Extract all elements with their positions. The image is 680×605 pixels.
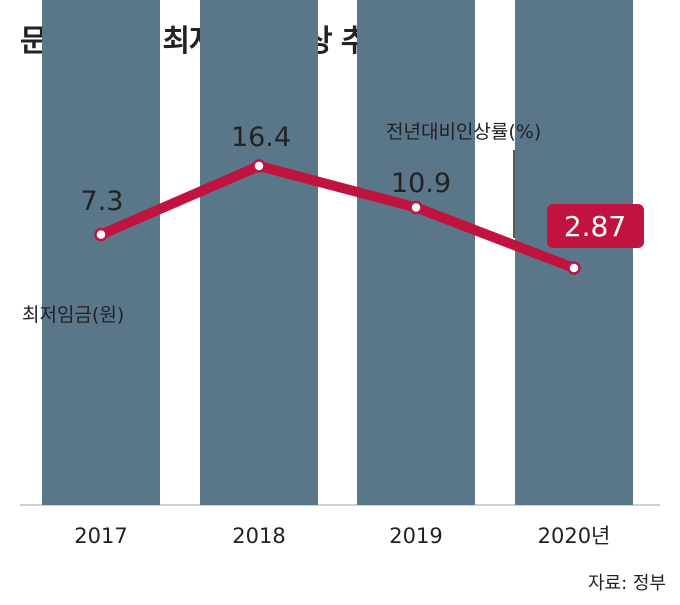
rate-point <box>94 227 108 242</box>
rate-point <box>409 200 423 215</box>
rate-value-label: 7.3 <box>81 186 124 217</box>
x-tick-label: 2017 <box>74 524 127 548</box>
rate-line <box>96 161 579 273</box>
rate-value-label: 16.4 <box>231 122 291 153</box>
rate-point <box>567 261 581 275</box>
bar-2017 <box>42 0 160 505</box>
labels-layer: 64702017753020188350201985902020년7.316.4… <box>74 122 644 548</box>
line-series-label: 전년대비인상률(%) <box>386 121 542 143</box>
line-layer <box>94 159 581 275</box>
bars-layer <box>42 0 633 505</box>
highlight-badge <box>547 204 644 248</box>
rate-value-label-highlighted: 2.87 <box>564 210 626 243</box>
bar-series-label: 최저임금(원) <box>22 304 125 326</box>
rate-value-label: 10.9 <box>391 168 451 199</box>
rate-point <box>252 159 266 173</box>
bar-2019 <box>357 0 475 505</box>
x-tick-label: 2020년 <box>538 524 611 548</box>
x-tick-label: 2018 <box>232 524 285 548</box>
bar-2018 <box>200 0 318 505</box>
source-note: 자료: 정부 <box>587 573 666 594</box>
x-tick-label: 2019 <box>389 524 442 548</box>
